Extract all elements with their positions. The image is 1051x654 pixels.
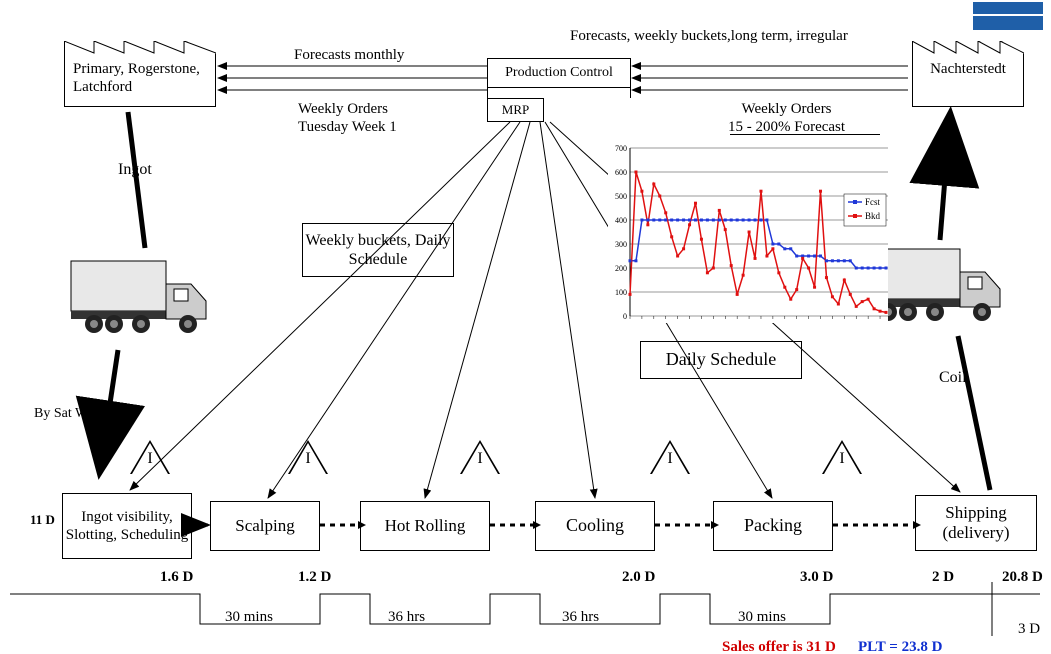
vsm-canvas: Primary, Rogerstone, Latchford Nachterst… (0, 0, 1051, 654)
forecast-chart: 0 100 200 300 400 500 600 700 Fcst (608, 138, 888, 323)
timeline-t3: 36 hrs (562, 608, 599, 626)
pc-gap (487, 86, 631, 98)
process-6: Shipping (delivery) (915, 495, 1037, 551)
sales-offer-label: Sales offer is 31 D (722, 638, 836, 654)
weekly-daily-box: Weekly buckets, Daily Schedule (302, 223, 454, 277)
logo (973, 2, 1043, 30)
timeline-totalbottom: 3 D (1018, 620, 1040, 638)
inventory-2: I (288, 440, 328, 474)
factory-left: Primary, Rogerstone, Latchford (64, 56, 216, 107)
svg-text:0: 0 (623, 312, 627, 321)
inventory-5: I (822, 440, 862, 474)
svg-text:500: 500 (615, 192, 627, 201)
forecasts-right-label: Forecasts, weekly buckets,long term, irr… (570, 27, 848, 45)
weekly-orders-right-label: Weekly Orders 15 - 200% Forecast (728, 100, 845, 136)
svg-text:600: 600 (615, 168, 627, 177)
inventory-3: I (460, 440, 500, 474)
truck-right (860, 244, 1010, 329)
process-2: Scalping (210, 501, 320, 551)
mrp-box: MRP (487, 98, 544, 122)
factory-right-label: Nachterstedt (913, 56, 1023, 82)
inventory-4: I (650, 440, 690, 474)
svg-text:Fcst: Fcst (865, 197, 881, 207)
process-3: Hot Rolling (360, 501, 490, 551)
weekly-orders-left-label: Weekly Orders Tuesday Week 1 (298, 100, 397, 136)
svg-text:200: 200 (615, 264, 627, 273)
timeline-t2: 36 hrs (388, 608, 425, 626)
process-1: Ingot visibility, Slotting, Scheduling (62, 493, 192, 559)
timeline-t4: 30 mins (738, 608, 786, 626)
timeline-d5: 3.0 D (800, 568, 833, 586)
process-5: Packing (713, 501, 833, 551)
timeline-t1: 30 mins (225, 608, 273, 626)
factory-right: Nachterstedt (912, 56, 1024, 107)
inventory-1: I (130, 440, 170, 474)
forecasts-monthly-label: Forecasts monthly (294, 46, 404, 64)
factory-left-label: Primary, Rogerstone, Latchford (65, 56, 215, 100)
svg-text:700: 700 (615, 144, 627, 153)
factory-left-roof (64, 41, 216, 56)
timeline-d4: 2.0 D (622, 568, 655, 586)
svg-text:Bkd: Bkd (865, 211, 881, 221)
production-control-box: Production Control (487, 58, 631, 88)
weekly-orders-underline (730, 134, 880, 135)
timeline-totaltop: 20.8 D (1002, 568, 1043, 586)
svg-text:400: 400 (615, 216, 627, 225)
plt-label: PLT = 23.8 D (858, 638, 942, 654)
timeline-d6: 2 D (932, 568, 954, 586)
svg-text:100: 100 (615, 288, 627, 297)
timeline-d1: 1.6 D (160, 568, 193, 586)
by-sat-label: By Sat Week 2 (34, 406, 117, 423)
timeline-d2: 1.2 D (298, 568, 331, 586)
ingot-label: Ingot (118, 160, 152, 179)
daily-schedule-box: Daily Schedule (640, 341, 802, 379)
timeline-leadin: 11 D (30, 512, 55, 528)
truck-left (66, 256, 216, 341)
coil-label: Coil (939, 368, 967, 387)
factory-right-roof (912, 41, 1024, 56)
svg-text:300: 300 (615, 240, 627, 249)
process-4: Cooling (535, 501, 655, 551)
